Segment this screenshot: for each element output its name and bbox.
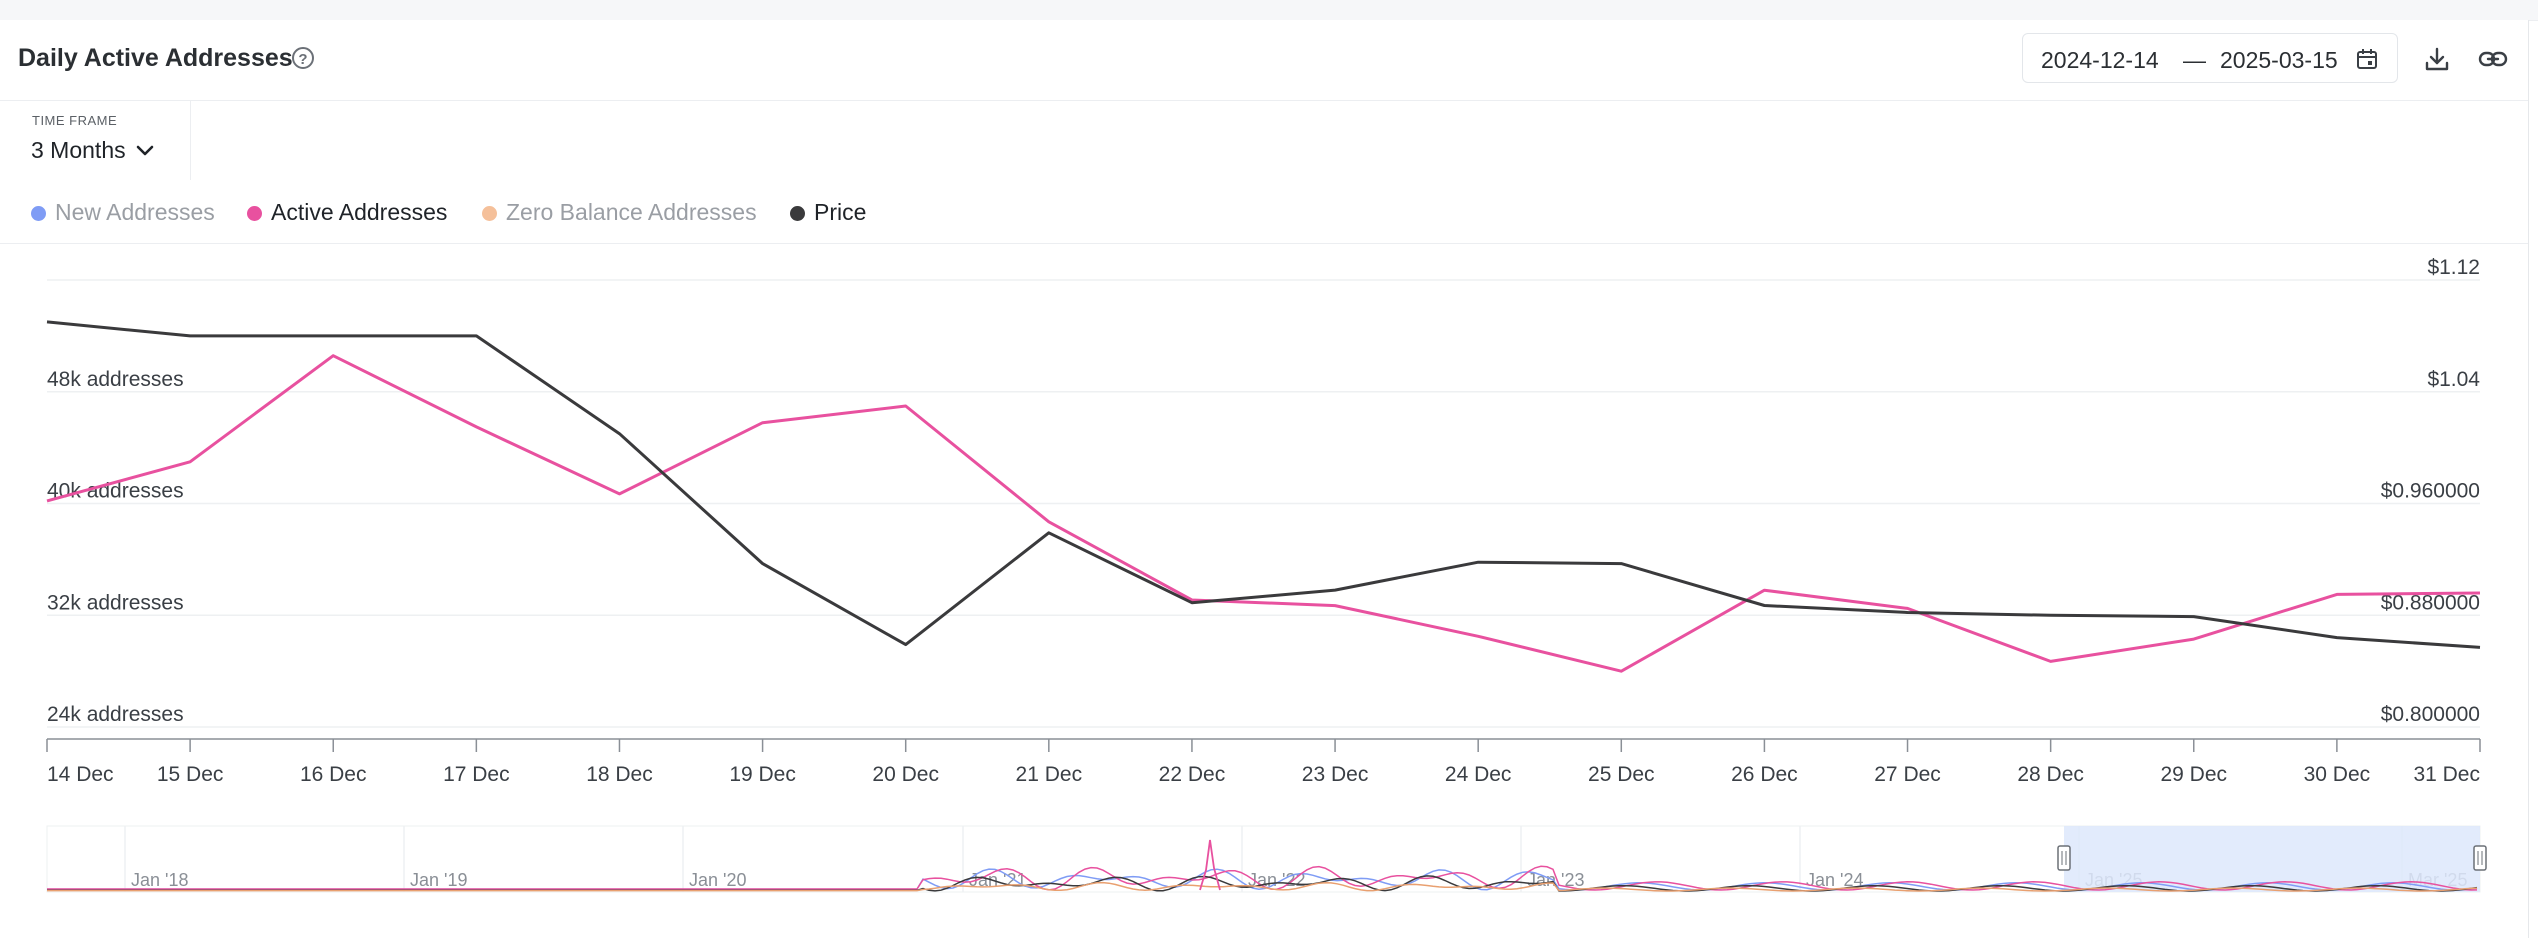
x-tick-label: 21 Dec bbox=[1016, 763, 1083, 786]
y-left-tick-label: 48k addresses bbox=[47, 368, 184, 391]
x-tick-label: 17 Dec bbox=[443, 763, 510, 786]
date-range-picker[interactable]: 2024-12-14 — 2025-03-15 bbox=[2022, 33, 2398, 83]
y-left-tick-label: 40k addresses bbox=[47, 480, 184, 503]
legend-dot bbox=[31, 206, 46, 221]
page-title: Daily Active Addresses bbox=[18, 44, 293, 72]
y-right-tick-label: $0.800000 bbox=[2381, 703, 2480, 726]
x-tick-label: 26 Dec bbox=[1731, 763, 1798, 786]
navigator-label: Jan '24 bbox=[1806, 870, 1863, 890]
download-icon[interactable] bbox=[2422, 44, 2452, 74]
question-circle-icon[interactable]: ? bbox=[292, 47, 314, 69]
calendar-icon[interactable] bbox=[2355, 47, 2379, 71]
navigator-selection[interactable] bbox=[2064, 826, 2480, 892]
x-tick-label: 16 Dec bbox=[300, 763, 367, 786]
panel-header: Daily Active Addresses ? 2024-12-14 — 20… bbox=[0, 20, 2528, 101]
time-frame-label: TIME FRAME bbox=[32, 113, 118, 128]
chart-panel: Daily Active Addresses ? 2024-12-14 — 20… bbox=[0, 20, 2529, 938]
x-tick-label: 29 Dec bbox=[2160, 763, 2227, 786]
navigator-handle-box[interactable] bbox=[2473, 845, 2487, 871]
time-frame-value[interactable]: 3 Months bbox=[31, 137, 126, 163]
time-frame-selector[interactable]: TIME FRAME 3 Months bbox=[0, 101, 191, 180]
y-left-tick-label: 32k addresses bbox=[47, 591, 184, 614]
navigator-handle[interactable] bbox=[2057, 845, 2071, 871]
legend-label: New Addresses bbox=[55, 199, 215, 225]
navigator[interactable]: Jan '18 Jan '19 Jan '20 Jan '21 Jan '22 Jan '… bbox=[0, 820, 2538, 920]
navigator-label: Jan '19 bbox=[410, 870, 467, 890]
date-start[interactable]: 2024-12-14 bbox=[2041, 47, 2159, 73]
y-right-tick-label: $0.960000 bbox=[2381, 480, 2480, 503]
date-end[interactable]: 2025-03-15 bbox=[2220, 47, 2338, 73]
navigator-handle[interactable] bbox=[2473, 845, 2487, 871]
navigator-spike bbox=[1199, 839, 1221, 891]
legend-dot bbox=[247, 206, 262, 221]
active-addresses-line[interactable] bbox=[46, 354, 2481, 673]
x-tick-label: 25 Dec bbox=[1588, 763, 1655, 786]
top-band bbox=[0, 0, 2538, 21]
x-tick-label: 28 Dec bbox=[2017, 763, 2084, 786]
navigator-label: Jan '20 bbox=[689, 870, 746, 890]
x-tick-label: 23 Dec bbox=[1302, 763, 1369, 786]
y-left-tick-label: 24k addresses bbox=[47, 703, 184, 726]
date-separator: — bbox=[2183, 47, 2206, 73]
chevron-down-icon[interactable] bbox=[136, 145, 154, 157]
main-chart[interactable]: 24k addresses 32k addresses 40k addresses 4… bbox=[0, 230, 2538, 805]
x-tick-label: 30 Dec bbox=[2304, 763, 2371, 786]
x-tick-label: 22 Dec bbox=[1159, 763, 1226, 786]
y-right-tick-label: $1.04 bbox=[2427, 368, 2480, 391]
legend-dot bbox=[482, 206, 497, 221]
navigator-label: Jan '18 bbox=[131, 870, 188, 890]
x-tick-label: 24 Dec bbox=[1445, 763, 1512, 786]
y-right-tick-label: $0.880000 bbox=[2381, 591, 2480, 614]
x-tick-label: 15 Dec bbox=[157, 763, 224, 786]
legend-label: Active Addresses bbox=[271, 199, 448, 225]
chart-legend: New Addresses Active Addresses Zero Bala… bbox=[0, 181, 2528, 244]
x-tick-label: 27 Dec bbox=[1874, 763, 1941, 786]
legend-label: Price bbox=[814, 199, 867, 225]
y-right-tick-label: $1.12 bbox=[2427, 256, 2480, 279]
x-tick-label: 20 Dec bbox=[872, 763, 939, 786]
x-tick-label: 31 Dec bbox=[2413, 763, 2480, 786]
x-tick-label: 19 Dec bbox=[729, 763, 796, 786]
navigator-handle-box[interactable] bbox=[2057, 845, 2071, 871]
x-tick-label: 14 Dec bbox=[47, 763, 114, 786]
link-icon[interactable] bbox=[2478, 44, 2508, 74]
legend-dot bbox=[790, 206, 805, 221]
legend-label: Zero Balance Addresses bbox=[506, 199, 757, 225]
x-tick-label: 18 Dec bbox=[586, 763, 653, 786]
navigator-zero-line bbox=[47, 881, 2478, 892]
price-line[interactable] bbox=[46, 320, 2481, 649]
